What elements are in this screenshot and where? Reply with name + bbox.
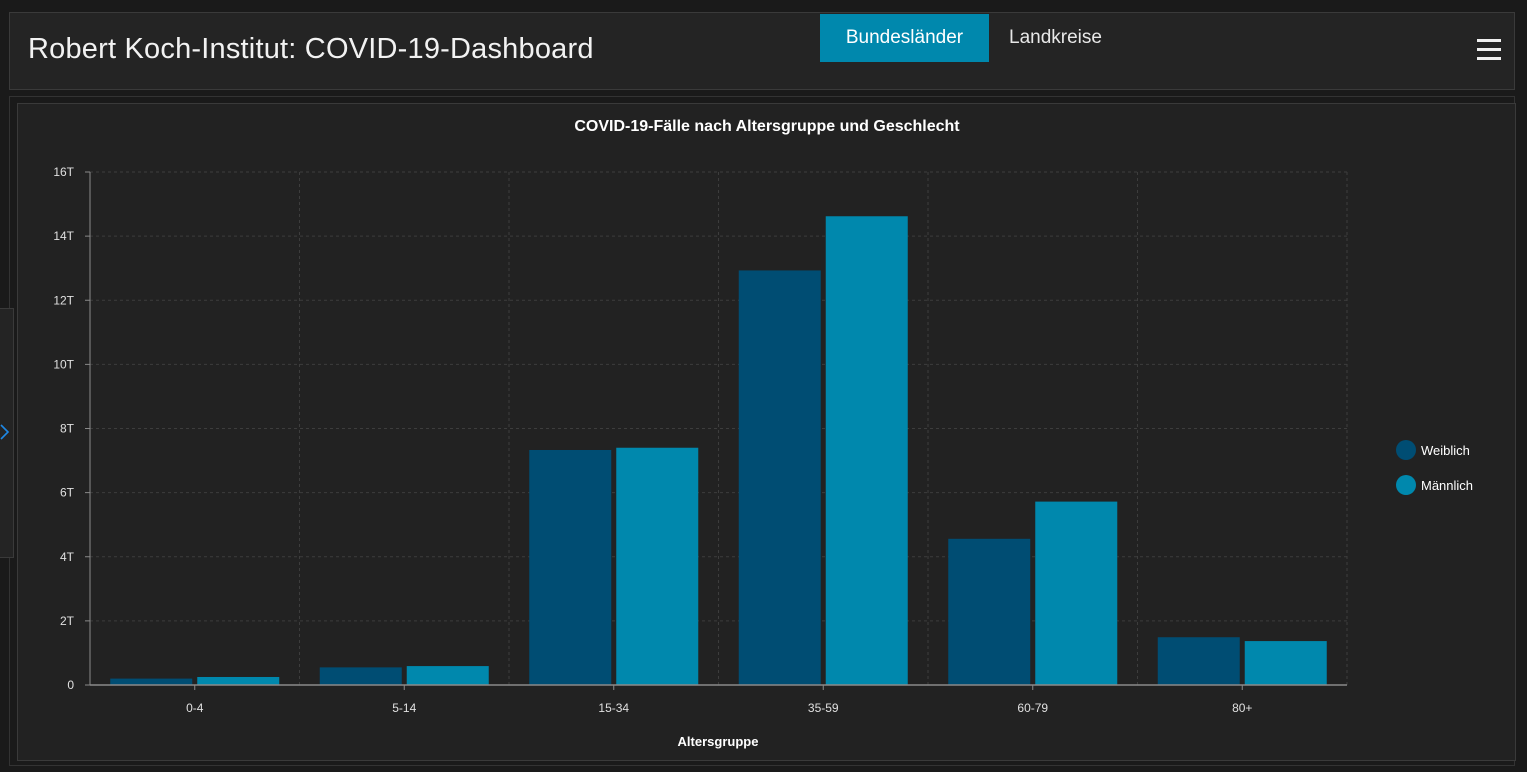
x-tick-label: 60-79 [1017, 701, 1048, 715]
bar-weiblich-15-34[interactable] [529, 449, 612, 685]
tab-bundeslaender[interactable]: Bundesländer [820, 14, 989, 62]
chart-legend: Weiblich Männlich [1396, 440, 1473, 495]
legend-swatch-maennlich[interactable] [1396, 475, 1416, 495]
chart-bars [110, 216, 1327, 685]
bar-weiblich-35-59[interactable] [738, 270, 821, 685]
hamburger-menu-icon[interactable] [1477, 39, 1501, 61]
y-tick-label: 2T [60, 614, 75, 628]
x-tick-label: 15-34 [598, 701, 629, 715]
bar-weiblich-60-79[interactable] [948, 538, 1031, 685]
y-tick-label: 14T [53, 229, 74, 243]
y-tick-label: 8T [60, 422, 75, 436]
bar-maennlich-0-4[interactable] [197, 676, 280, 685]
bar-weiblich-80+[interactable] [1157, 637, 1240, 685]
y-tick-label: 10T [53, 357, 74, 371]
bar-maennlich-5-14[interactable] [406, 666, 489, 685]
app-title: Robert Koch-Institut: COVID-19-Dashboard [28, 33, 594, 65]
expand-panel-arrow-icon[interactable] [0, 424, 10, 440]
y-tick-label: 12T [53, 293, 74, 307]
bar-chart: COVID-19-Fälle nach Altersgruppe und Ges… [53, 118, 1473, 749]
chart-panel: COVID-19-Fälle nach Altersgruppe und Ges… [17, 103, 1516, 761]
bar-weiblich-5-14[interactable] [319, 667, 402, 685]
y-tick-label: 0 [67, 678, 74, 692]
bar-maennlich-35-59[interactable] [825, 216, 908, 685]
tab-landkreise[interactable]: Landkreise [1009, 27, 1102, 48]
chart-title: COVID-19-Fälle nach Altersgruppe und Ges… [574, 118, 960, 135]
x-axis-label: Altersgruppe [678, 734, 759, 749]
legend-swatch-weiblich[interactable] [1396, 440, 1416, 460]
x-tick-label: 80+ [1232, 701, 1252, 715]
chart-grid [90, 171, 1348, 685]
legend-label-weiblich[interactable]: Weiblich [1421, 443, 1470, 458]
legend-label-maennlich[interactable]: Männlich [1421, 478, 1473, 493]
bar-maennlich-80+[interactable] [1244, 641, 1327, 685]
x-tick-label: 0-4 [186, 701, 204, 715]
y-tick-label: 6T [60, 486, 75, 500]
y-axis: 0 2T 4T 6T 8T 10T 12T 14T 16T [53, 165, 91, 692]
y-tick-label: 4T [60, 550, 75, 564]
bar-maennlich-15-34[interactable] [616, 447, 699, 685]
x-tick-label: 5-14 [392, 701, 416, 715]
bar-weiblich-0-4[interactable] [110, 678, 193, 685]
bar-maennlich-60-79[interactable] [1035, 501, 1118, 685]
app-header: Robert Koch-Institut: COVID-19-Dashboard… [9, 12, 1515, 90]
y-tick-label: 16T [53, 165, 74, 179]
x-axis: 0-4 5-14 15-34 35-59 60-79 80+ [90, 684, 1347, 715]
x-tick-label: 35-59 [808, 701, 839, 715]
